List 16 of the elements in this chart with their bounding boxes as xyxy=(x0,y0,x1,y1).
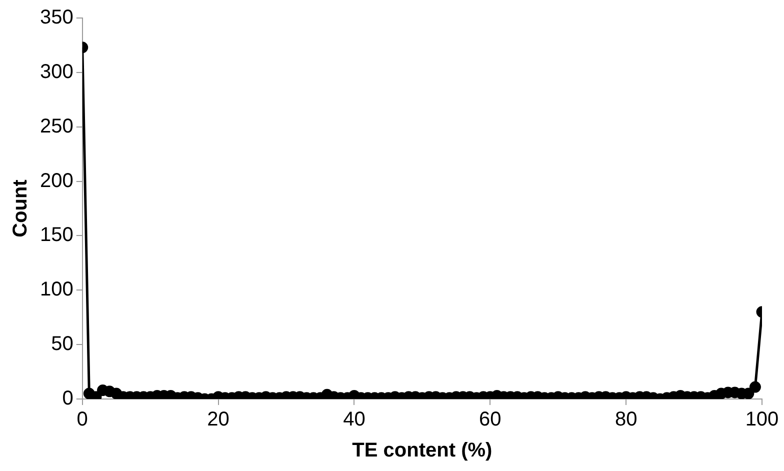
y-tick-label: 0 xyxy=(62,388,74,410)
x-tick-label: 20 xyxy=(207,408,230,431)
x-tick-label: 40 xyxy=(343,408,366,431)
y-axis-title: Count xyxy=(10,179,32,238)
y-tick-label: 350 xyxy=(40,6,74,29)
x-tick-label: 60 xyxy=(479,408,502,431)
y-tick-label: 50 xyxy=(51,333,74,356)
y-tick-label: 300 xyxy=(40,60,74,83)
x-tick-label: 80 xyxy=(614,408,638,431)
y-tick-label: 200 xyxy=(40,170,74,192)
y-tick-label: 100 xyxy=(40,278,74,301)
x-tick-label: 0 xyxy=(76,408,88,431)
x-tick-label: 100 xyxy=(745,408,779,431)
y-tick-label: 250 xyxy=(40,115,74,138)
x-axis-title: TE content (%) xyxy=(352,440,492,462)
y-tick-label: 150 xyxy=(40,224,74,246)
